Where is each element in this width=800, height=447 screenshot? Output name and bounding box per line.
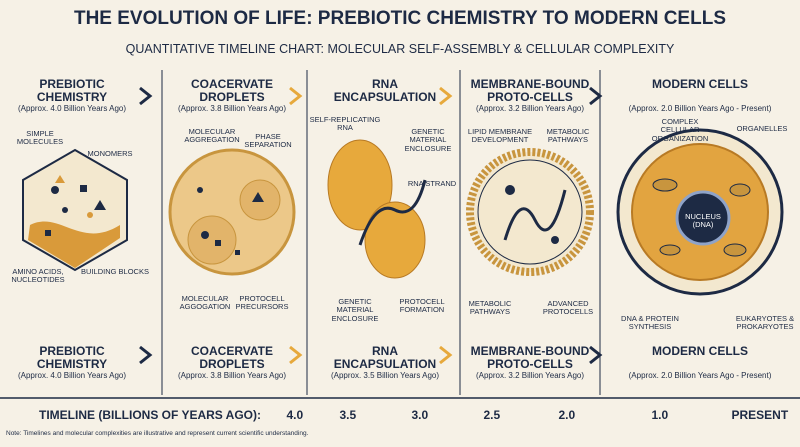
title: THE EVOLUTION OF LIFE: PREBIOTIC CHEMIST…	[73, 8, 726, 29]
stage-date: (Approx. 3.2 Billion Years Ago)	[475, 371, 585, 380]
stage-title: RNA ENCAPSULATION	[333, 77, 437, 104]
stage-title: COACERVATE DROPLETS	[190, 344, 273, 371]
illustration-label: SELF-REPLICATING RNA	[309, 115, 381, 133]
illustration-label: EUKARYOTES & PROKARYOTES	[735, 314, 795, 332]
stage-date: (Approx. 3.8 Billion Years Ago)	[177, 104, 287, 113]
stage-date: (Approx. 2.0 Billion Years Ago - Present…	[628, 104, 772, 113]
stage-title: MEMBRANE-BOUND PROTO-CELLS	[470, 344, 590, 371]
subtitle: QUANTITATIVE TIMELINE CHART: MOLECULAR S…	[125, 42, 675, 56]
stage-date: (Approx. 3.5 Billion Years Ago)	[330, 371, 440, 380]
illustration-label: GENETIC MATERIAL ENCLOSURE	[331, 297, 379, 323]
stage-date: (Approx. 2.0 Billion Years Ago - Present…	[628, 371, 772, 380]
stage-title: MODERN CELLS	[652, 344, 748, 358]
stage-title: PREBIOTIC CHEMISTRY	[36, 344, 108, 371]
illustration-label: COMPLEX CELLULAR ORGANIZATION	[651, 117, 709, 143]
stage-date: (Approx. 4.0 Billion Years Ago)	[17, 371, 127, 380]
illustration-label: DNA & PROTEIN SYNTHESIS	[621, 314, 679, 332]
illustration-label: ORGANELLES	[736, 124, 788, 133]
stage-date: (Approx. 3.8 Billion Years Ago)	[177, 371, 287, 380]
stage-title: MEMBRANE-BOUND PROTO-CELLS	[470, 77, 590, 104]
illustration-label: METABOLIC PATHWAYS	[546, 127, 590, 145]
illustration-label: PHASE SEPARATION	[244, 132, 292, 150]
illustration-label: RNA STRAND	[407, 179, 457, 188]
illustration-label: BUILDING BLOCKS	[81, 267, 149, 276]
footnote: Note: Timelines and molecular complexiti…	[6, 430, 309, 437]
illustration-label: MOLECULAR AGGREGATION	[184, 127, 240, 145]
timeline-label: TIMELINE (BILLIONS OF YEARS AGO):	[39, 408, 261, 422]
illustration-label: PROTOCELL FORMATION	[399, 297, 445, 315]
timeline-tick: 3.5	[339, 408, 357, 422]
timeline-tick: 2.0	[558, 408, 576, 422]
illustration-label: NUCLEUS (DNA)	[685, 212, 721, 230]
illustration-label: GENETIC MATERIAL ENCLOSURE	[404, 127, 452, 153]
timeline-tick: 2.5	[483, 408, 501, 422]
illustration-label: AMINO ACIDS, NUCLEOTIDES	[11, 267, 65, 285]
illustration-label: ADVANCED PROTOCELLS	[542, 299, 594, 317]
stage-title: MODERN CELLS	[652, 77, 748, 91]
stage-title: RNA ENCAPSULATION	[333, 344, 437, 371]
illustration-label: SIMPLE MOLECULES	[16, 129, 64, 147]
illustration-label: MOLECULAR AGGOGATION	[179, 294, 231, 312]
stage-title: COACERVATE DROPLETS	[190, 77, 273, 104]
stage-date: (Approx. 4.0 Billion Years Ago)	[17, 104, 127, 113]
timeline-tick: 3.0	[411, 408, 429, 422]
stage-title: PREBIOTIC CHEMISTRY	[36, 77, 108, 104]
illustration-label: METABOLIC PATHWAYS	[468, 299, 512, 317]
timeline-tick: 4.0	[286, 408, 304, 422]
illustration-label: LIPID MEMBRANE DEVELOPMENT	[467, 127, 533, 145]
illustration-label: PROTOCELL PRECURSORS	[235, 294, 289, 312]
timeline-tick: PRESENT	[731, 408, 789, 422]
illustration-label: MONOMERS	[87, 149, 133, 158]
stage-date: (Approx. 3.2 Billion Years Ago)	[475, 104, 585, 113]
timeline-tick: 1.0	[651, 408, 669, 422]
